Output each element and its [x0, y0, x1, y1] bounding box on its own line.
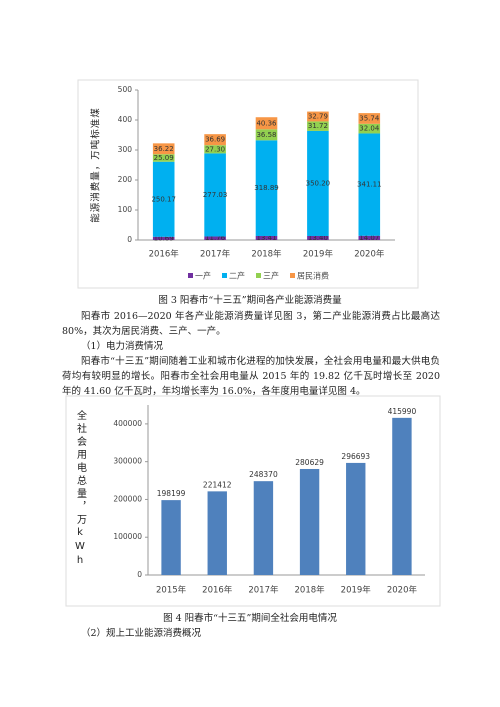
- bar-segment: [358, 235, 381, 240]
- x-tick-label: 2015年: [156, 585, 187, 596]
- chart-frame: [65, 395, 441, 607]
- bar-segment: [358, 113, 381, 124]
- bar-segment: [152, 143, 175, 155]
- y-tick-label: 100: [118, 205, 133, 214]
- bar-segment: [152, 236, 175, 240]
- data-label: 318.89: [254, 184, 279, 192]
- bar-segment: [255, 129, 278, 141]
- legend-label: 居民消费: [297, 271, 329, 281]
- x-tick-label: 2019年: [303, 249, 334, 260]
- y-tick-label: 400000: [113, 419, 142, 428]
- bar-segment: [152, 161, 175, 237]
- x-tick-label: 2019年: [341, 585, 372, 596]
- data-label: 250.17: [151, 195, 176, 203]
- bar-segment: [255, 235, 278, 240]
- data-label: 14.07: [359, 234, 379, 242]
- bar-segment: [204, 145, 226, 154]
- x-tick-label: 2017年: [200, 249, 231, 260]
- bar: [161, 500, 181, 575]
- bar: [346, 462, 366, 575]
- data-label: 341.11: [357, 181, 382, 189]
- data-label: 280629: [295, 458, 324, 467]
- data-label: 36.22: [154, 145, 174, 153]
- y-axis-label: 全社会用电总量，万kWh: [74, 409, 86, 569]
- bar: [392, 417, 412, 575]
- y-tick-label: 200000: [113, 494, 142, 503]
- bar: [207, 491, 227, 575]
- caption: 图 4 阳春市“十三五”期间全社会用电情况: [163, 613, 337, 624]
- y-tick-label: 0: [137, 570, 142, 579]
- bar-segment: [152, 154, 175, 162]
- data-label: 248370: [249, 470, 278, 479]
- bar-segment: [358, 123, 381, 134]
- bar-segment: [255, 140, 278, 236]
- y-tick-label: 0: [127, 235, 132, 244]
- data-label: 32.79: [308, 112, 328, 120]
- chart-frame: [77, 79, 419, 289]
- y-axis-label: 能源消费量，万吨标准煤: [90, 107, 102, 223]
- data-label: 415990: [388, 407, 417, 416]
- x-tick-label: 2016年: [149, 249, 180, 260]
- heading: （1）电力消费情况: [81, 341, 164, 352]
- x-tick-label: 2018年: [251, 249, 282, 260]
- bar-segment: [307, 121, 329, 131]
- data-label: 40.36: [256, 119, 277, 127]
- data-label: 11.76: [205, 234, 226, 242]
- legend-swatch: [222, 273, 227, 278]
- data-label: 36.58: [256, 131, 276, 139]
- legend-label: 一产: [195, 271, 211, 281]
- y-tick-label: 400: [118, 115, 133, 124]
- legend-swatch: [290, 273, 295, 278]
- bar-segment: [358, 133, 381, 236]
- data-label: 296693: [341, 452, 370, 461]
- y-tick-label: 500: [118, 85, 133, 94]
- y-tick-label: 300: [118, 145, 133, 154]
- data-label: 35.74: [359, 114, 380, 122]
- y-tick-label: 200: [118, 175, 133, 184]
- data-label: 221412: [203, 480, 232, 489]
- data-label: 277.03: [203, 191, 228, 199]
- legend-label: 三产: [263, 271, 279, 281]
- x-tick-label: 2020年: [387, 585, 418, 596]
- bar-segment: [255, 117, 278, 130]
- data-label: 10.69: [154, 234, 174, 242]
- data-label: 25.09: [154, 154, 174, 162]
- data-label: 198199: [157, 489, 186, 498]
- data-label: 36.69: [205, 136, 225, 144]
- bar-segment: [204, 134, 226, 146]
- legend-swatch: [188, 273, 193, 278]
- bar-segment: [204, 153, 226, 237]
- data-label: 27.30: [205, 145, 225, 153]
- bar-segment: [307, 130, 329, 236]
- paragraph: 阳春市“十三五”期间随着工业和城市化进程的加快发展，全社会用电量和最大供电负荷均…: [62, 356, 440, 397]
- x-tick-label: 2018年: [295, 585, 326, 596]
- bar-segment: [307, 111, 329, 122]
- y-tick-label: 100000: [113, 532, 142, 541]
- bar-segment: [204, 236, 226, 240]
- legend-label: 二产: [229, 271, 245, 281]
- bar: [299, 468, 320, 575]
- data-label: 31.72: [308, 122, 328, 130]
- x-tick-label: 2017年: [248, 585, 279, 596]
- data-label: 13.41: [256, 234, 276, 242]
- x-tick-label: 2016年: [202, 585, 233, 596]
- x-tick-label: 2020年: [354, 249, 385, 260]
- caption: 图 3 阳春市“十三五”期间各产业能源消费量: [158, 295, 342, 306]
- data-label: 350.20: [306, 179, 331, 187]
- paragraph: 阳春市 2016—2020 年各产业能源消费量详见图 3，第二产业能源消费占比最…: [62, 311, 440, 337]
- data-label: 32.04: [359, 125, 380, 133]
- bar-segment: [307, 235, 329, 240]
- bar: [253, 481, 274, 575]
- y-tick-label: 300000: [113, 457, 142, 466]
- heading: （2）规上工业能源消费概况: [81, 628, 202, 639]
- data-label: 13.40: [308, 234, 328, 242]
- legend-swatch: [256, 273, 261, 278]
